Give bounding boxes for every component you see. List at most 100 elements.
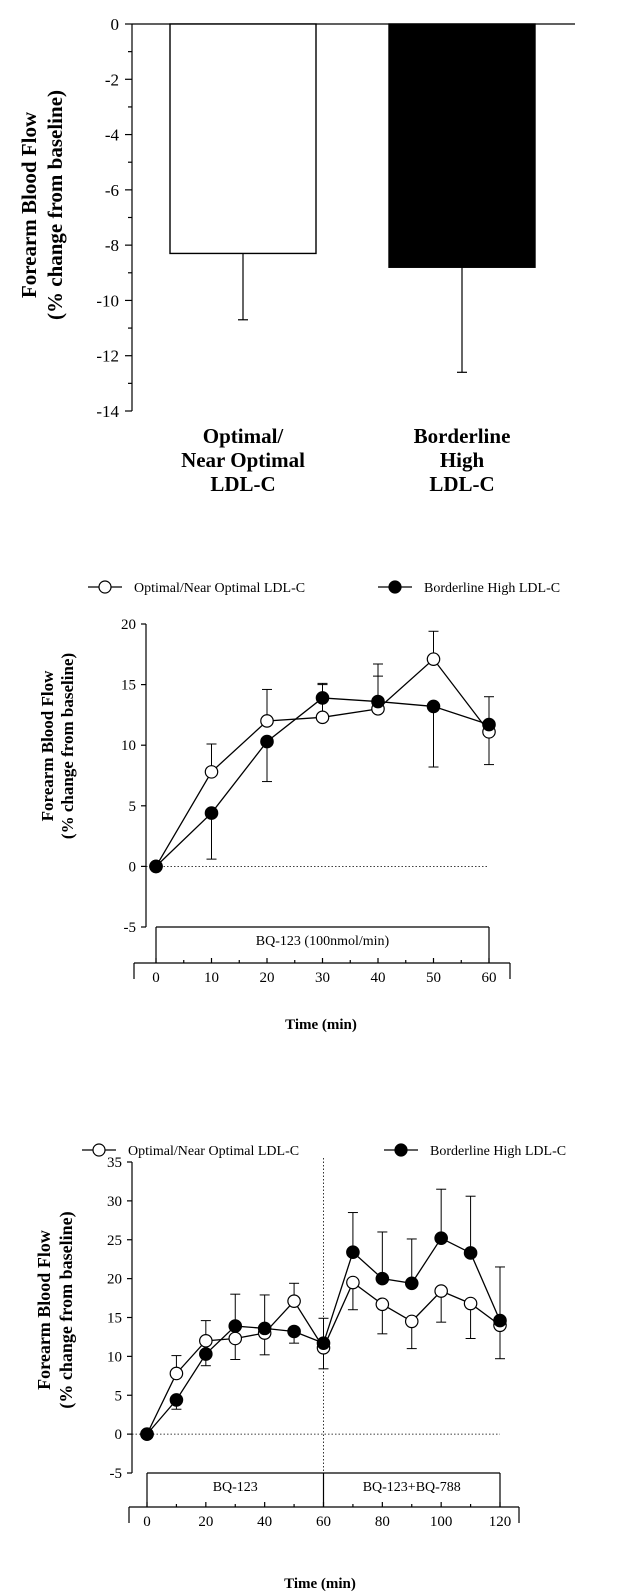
data-point-open xyxy=(228,1331,243,1346)
data-point-open xyxy=(404,1314,419,1329)
bar-category-labels: Optimal/Near OptimalLDL-CBorderlineHighL… xyxy=(181,424,510,496)
data-point-filled xyxy=(375,1271,390,1286)
bar-y-label-line2: (% change from baseline) xyxy=(43,90,67,320)
data-point-filled xyxy=(463,1246,478,1260)
bar-y-label-line1: Forearm Blood Flow xyxy=(17,111,41,298)
marks-120min xyxy=(140,1188,507,1441)
y-tick-label: 5 xyxy=(129,799,137,815)
bar-y-tick-label: -6 xyxy=(105,181,119,200)
data-point-filled xyxy=(316,1336,331,1350)
legend-label: Borderline High LDL-C xyxy=(430,1144,566,1159)
line60-y-label-line1: Forearm Blood Flow xyxy=(38,670,57,821)
line60-x-label: Time (min) xyxy=(285,1017,357,1033)
data-point-filled xyxy=(204,806,219,820)
bar-category-label: LDL-C xyxy=(429,472,494,496)
bar-y-tick-label: -12 xyxy=(96,347,119,366)
data-point-open xyxy=(463,1296,478,1311)
data-point-filled xyxy=(140,1427,154,1441)
x-tick-label: 80 xyxy=(375,1514,390,1530)
bar-category-label: High xyxy=(440,448,485,472)
x-tick-label: 50 xyxy=(426,970,441,986)
data-point-filled xyxy=(149,859,163,874)
data-point-open xyxy=(287,1294,301,1308)
x-tick-label: 30 xyxy=(315,970,330,986)
infusion-label: BQ-123 xyxy=(213,1480,258,1495)
legend-label: Optimal/Near Optimal LDL-C xyxy=(134,581,305,596)
data-point-open xyxy=(375,1297,390,1312)
x-tick-label: 0 xyxy=(152,970,160,986)
y-tick-label: 30 xyxy=(107,1194,122,1210)
bar xyxy=(388,23,536,268)
data-point-open xyxy=(199,1334,213,1348)
legend-label: Borderline High LDL-C xyxy=(424,581,560,596)
bar-category-label: LDL-C xyxy=(210,472,275,496)
x-tick-label: 40 xyxy=(371,970,386,986)
bar-y-tick-label: -4 xyxy=(105,126,120,145)
y-tick-label: 25 xyxy=(107,1233,122,1249)
bar-axes: 0 -2 -4 -6 -8 -10 -12 -14 xyxy=(96,15,575,421)
bar-category-label: Optimal/ xyxy=(203,424,285,448)
data-point-open xyxy=(260,714,274,728)
x-tick-label: 40 xyxy=(257,1514,272,1530)
data-point-open xyxy=(204,765,219,779)
x-tick-label: 20 xyxy=(260,970,275,986)
line120-x-label: Time (min) xyxy=(284,1576,356,1592)
data-point-filled xyxy=(482,717,496,732)
y-tick-label: 20 xyxy=(107,1272,122,1288)
legend-filled-circle-marker xyxy=(388,580,402,594)
axes-120min: -5 0 5 10 15 20 25 30 35 BQ-123 BQ-123+BQ-788 0 20 40… xyxy=(107,1155,520,1530)
line-chart-60min-panel: Optimal/Near Optimal LDL-C Borderline Hig… xyxy=(38,580,560,1033)
bar-category-label: Near Optimal xyxy=(181,448,305,472)
data-point-filled xyxy=(426,699,441,714)
y-tick-label: 10 xyxy=(107,1349,122,1365)
y-tick-label: 20 xyxy=(121,617,136,633)
data-point-filled xyxy=(371,694,385,709)
data-point-filled xyxy=(493,1313,507,1328)
legend-60min: Optimal/Near Optimal LDL-C Borderline Hig… xyxy=(88,580,560,596)
line60-y-label-line2: (% change from baseline) xyxy=(58,653,77,839)
bar-y-tick-label: -2 xyxy=(105,70,119,89)
bar xyxy=(169,23,317,255)
bar-chart-panel: Forearm Blood Flow (% change from baseli… xyxy=(17,15,575,496)
y-tick-label: 15 xyxy=(121,678,136,694)
bar-y-tick-label: 0 xyxy=(111,15,120,34)
y-tick-label: -5 xyxy=(110,1466,123,1482)
x-tick-label: 60 xyxy=(482,970,497,986)
data-point-filled xyxy=(404,1276,419,1291)
legend-120min: Optimal/Near Optimal LDL-C Borderline Hig… xyxy=(82,1143,566,1159)
line-chart-120min-panel: Optimal/Near Optimal LDL-C Borderline Hig… xyxy=(34,1143,566,1592)
infusion-label: BQ-123+BQ-788 xyxy=(363,1480,461,1495)
bar-y-tick-label: -14 xyxy=(96,402,119,421)
data-point-filled xyxy=(287,1324,301,1339)
data-point-filled xyxy=(346,1245,360,1259)
data-point-open xyxy=(434,1284,448,1298)
data-point-filled xyxy=(260,734,274,749)
data-point-filled xyxy=(169,1393,184,1407)
data-point-open xyxy=(315,710,330,725)
legend-label: Optimal/Near Optimal LDL-C xyxy=(128,1144,299,1159)
bar-category-label: Borderline xyxy=(414,424,511,448)
data-point-open xyxy=(169,1366,184,1381)
legend-open-circle-marker xyxy=(92,1143,106,1157)
x-tick-label: 120 xyxy=(489,1514,512,1530)
bar-marks xyxy=(169,23,536,373)
data-point-filled xyxy=(228,1319,243,1333)
x-tick-label: 10 xyxy=(204,970,219,986)
x-tick-label: 60 xyxy=(316,1514,331,1530)
x-tick-label: 0 xyxy=(143,1514,151,1530)
y-tick-label: 5 xyxy=(115,1388,123,1404)
y-tick-label: 0 xyxy=(115,1427,123,1443)
bar-y-tick-label: -10 xyxy=(96,291,119,310)
x-tick-label: 20 xyxy=(198,1514,213,1530)
data-point-filled xyxy=(199,1347,213,1361)
line120-y-label-line2: (% change from baseline) xyxy=(56,1211,77,1408)
data-point-open xyxy=(426,652,441,666)
y-tick-label: -5 xyxy=(124,920,137,936)
data-point-filled xyxy=(315,691,330,705)
line120-y-label-line1: Forearm Blood Flow xyxy=(34,1230,54,1390)
axes-60min: -5 0 5 10 15 20 BQ-123 (100nmol/min) 0 10 20 30 40 5… xyxy=(121,617,511,986)
legend-filled-circle-marker xyxy=(394,1143,408,1157)
infusion-label: BQ-123 (100nmol/min) xyxy=(256,934,390,949)
data-point-filled xyxy=(434,1231,448,1245)
